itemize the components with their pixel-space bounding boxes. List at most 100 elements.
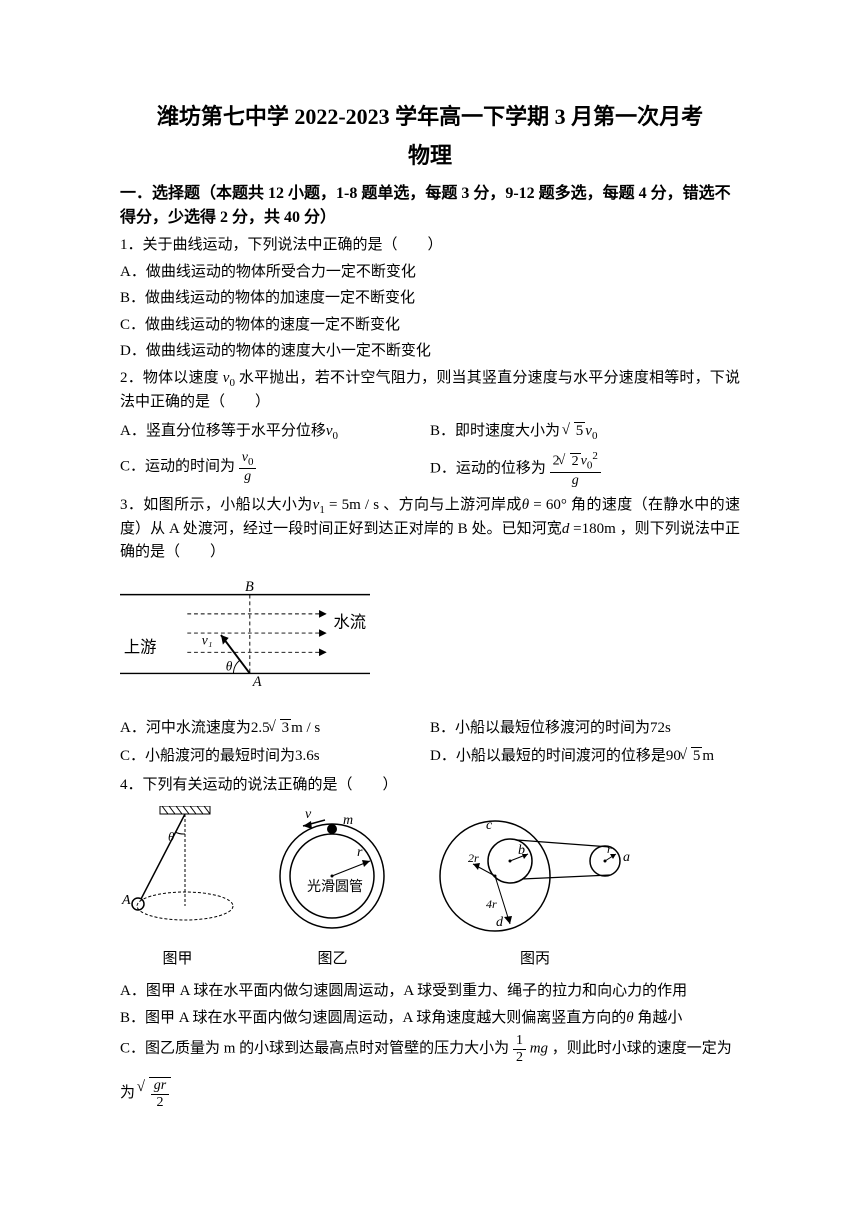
q3-label-v1: v₁ [202, 633, 213, 648]
q3-d-pre: D．小船以最短的时间渡河的位移是 [430, 748, 666, 764]
q3-a-unit: m / s [291, 720, 320, 736]
section-1-header: 一．选择题（本题共 12 小题，1-8 题单选，每题 3 分，9-12 题多选，… [120, 182, 740, 230]
svg-text:d: d [496, 915, 504, 930]
q4-csd: 2 [151, 1095, 169, 1110]
q4-opt-b: B．图甲 A 球在水平面内做匀速圆周运动，A 球角速度越大则偏离竖直方向的θ 角… [120, 1007, 740, 1030]
q2-c-den: g [239, 469, 257, 484]
svg-text:r: r [607, 842, 612, 856]
q1-opt-a: A．做曲线运动的物体所受合力一定不断变化 [120, 261, 740, 284]
q3-label-b: B [245, 579, 254, 595]
q4-csn: gr [151, 1078, 169, 1094]
q3-opt-b: B．小船以最短位移渡河的时间为72s [430, 717, 740, 740]
q2-opt-c: C．运动的时间为 v0 g [120, 450, 430, 488]
title-main: 潍坊第七中学 2022-2023 学年高一下学期 3 月第一次月考 [120, 100, 740, 133]
sqrt-icon: gr 2 [139, 1077, 171, 1110]
q4-c-post: ，则此时小球的速度一定为 [552, 1041, 732, 1057]
q3-label-a: A [252, 674, 262, 690]
q2-b-v0: v [585, 423, 592, 439]
q2-opt-d-pre: D．运动的位移为 [430, 460, 546, 476]
q3-v1s: 1 [319, 504, 325, 516]
q4-figA-label: 图甲 [120, 948, 235, 971]
q4-figC-label: 图丙 [430, 948, 640, 971]
svg-text:4r: 4r [486, 897, 497, 911]
q1-opt-d: D．做曲线运动的物体的速度大小一定不断变化 [120, 340, 740, 363]
q2-row-ab: A．竖直分位移等于水平分位移v0 B．即时速度大小为 5v0 [120, 420, 740, 445]
q4-stem: 4．下列有关运动的说法正确的是（ ） [120, 774, 740, 797]
svg-text:θ: θ [168, 829, 175, 844]
svg-text:m: m [343, 813, 353, 828]
sqrt-icon: 3 [270, 717, 292, 740]
svg-text:c: c [486, 818, 493, 833]
fraction-icon: gr 2 [151, 1078, 169, 1110]
q4-b-post: 角越小 [634, 1010, 683, 1026]
q3-label-upstream: 上游 [124, 638, 157, 657]
q4-c-pre: C．图乙质量为 m 的小球到达最高点时对管壁的压力大小为 [120, 1041, 509, 1057]
q4-opt-c: C．图乙质量为 m 的小球到达最高点时对管壁的压力大小为 1 2 mg ，则此时… [120, 1033, 740, 1065]
exam-page: 潍坊第七中学 2022-2023 学年高一下学期 3 月第一次月考 物理 一．选… [0, 0, 860, 1154]
svg-text:2r: 2r [468, 851, 479, 865]
q3-stem: 3．如图所示，小船以大小为v1 = 5m / s 、方向与上游河岸成θ = 60… [120, 494, 740, 564]
q2-b-v0s: 0 [592, 430, 598, 442]
q2-d-den: g [550, 473, 601, 488]
q3-label-theta: θ [226, 659, 233, 674]
svg-text:v: v [305, 807, 312, 822]
q2-opt-b-pre: B．即时速度大小为 [430, 423, 560, 439]
q2-opt-a: A．竖直分位移等于水平分位移v0 [120, 420, 430, 445]
q2-opt-c-pre: C．运动的时间为 [120, 459, 235, 475]
fraction-icon: v0 g [239, 450, 257, 484]
q4-fig-a: θ A 图甲 [120, 806, 235, 970]
q3-d-sqrt: 5 [691, 747, 703, 764]
q3-row-cd: C．小船渡河的最短时间为3.6s D．小船以最短的时间渡河的位移是905m [120, 745, 740, 768]
title-subject: 物理 [120, 139, 740, 172]
q3-label-water: 水流 [333, 613, 366, 632]
q3-opt-d: D．小船以最短的时间渡河的位移是905m [430, 745, 740, 768]
q4-opt-c-cont: 为 gr 2 [120, 1077, 740, 1110]
q4-b-theta: θ [626, 1010, 633, 1026]
q4-c-den: 2 [513, 1050, 526, 1065]
q2-c-nums: 0 [248, 456, 254, 468]
q3-stem-b: = 5m / s 、方向与上游河岸成 [329, 497, 522, 513]
svg-text:r: r [357, 845, 363, 860]
q4-figB-label: 图乙 [265, 948, 400, 971]
sqrt-icon: 5 [564, 420, 586, 443]
q4-opt-a: A．图甲 A 球在水平面内做匀速圆周运动，A 球受到重力、绳子的拉力和向心力的作… [120, 980, 740, 1003]
q2-d-num-b: 2 [570, 453, 581, 469]
q3-a-pre: A．河中水流速度为 [120, 720, 251, 736]
q3-d: d [562, 521, 570, 537]
q3-theta: θ [522, 497, 529, 513]
q2-b-sqrt: 5 [574, 422, 586, 439]
fraction-icon: 1 2 [513, 1033, 526, 1065]
q2-stem: 2．物体以速度 v0 水平抛出，若不计空气阻力，则当其竖直分速度与水平分速度相等… [120, 367, 740, 414]
q3-diagram: B 水流 上游 v₁ θ A [120, 575, 370, 695]
q2-opt-a-text: A．竖直分位移等于水平分位移 [120, 423, 326, 439]
q2-row-cd: C．运动的时间为 v0 g D．运动的位移为 22v02 g [120, 450, 740, 488]
q2-a-v0s: 0 [333, 430, 339, 442]
q1-opt-c: C．做曲线运动的物体的速度一定不断变化 [120, 314, 740, 337]
sqrt-icon: 5 [681, 745, 703, 768]
svg-text:光滑圆管: 光滑圆管 [307, 878, 363, 895]
q4-c-for: 为 [120, 1085, 135, 1101]
q3-opt-c: C．小船渡河的最短时间为3.6s [120, 745, 430, 768]
svg-text:a: a [623, 850, 630, 865]
q4-fig-c: c a b d r 2r 4r 图丙 [430, 806, 640, 970]
q4-diagrams: θ A 图甲 m v r 光滑圆管 图乙 [120, 806, 740, 970]
fraction-icon: 22v02 g [550, 450, 601, 488]
q2-opt-d: D．运动的位移为 22v02 g [430, 450, 740, 488]
q2-stem-a: 2．物体以速度 [120, 370, 223, 386]
q1-opt-b: B．做曲线运动的物体的加速度一定不断变化 [120, 287, 740, 310]
q2-d-sq: 2 [592, 450, 598, 462]
q4-fig-b: m v r 光滑圆管 图乙 [265, 806, 400, 970]
q3-stem-a: 3．如图所示，小船以大小为 [120, 497, 313, 513]
svg-text:A: A [121, 893, 131, 908]
q2-opt-b: B．即时速度大小为 5v0 [430, 420, 740, 445]
q1-stem: 1．关于曲线运动，下列说法中正确的是（ ） [120, 234, 740, 257]
q3-d-unit: m [702, 748, 714, 764]
q3-a-sqrt: 3 [280, 719, 292, 736]
q3-opt-a: A．河中水流速度为2.53m / s [120, 717, 430, 740]
q4-c-num: 1 [513, 1033, 526, 1049]
sqrt-icon: 2 [560, 454, 581, 469]
q4-b-pre: B．图甲 A 球在水平面内做匀速圆周运动，A 球角速度越大则偏离竖直方向的 [120, 1010, 626, 1026]
q3-row-ab: A．河中水流速度为2.53m / s B．小船以最短位移渡河的时间为72s [120, 717, 740, 740]
q2-a-v0: v [326, 423, 333, 439]
q4-c-mg: mg [530, 1041, 548, 1057]
